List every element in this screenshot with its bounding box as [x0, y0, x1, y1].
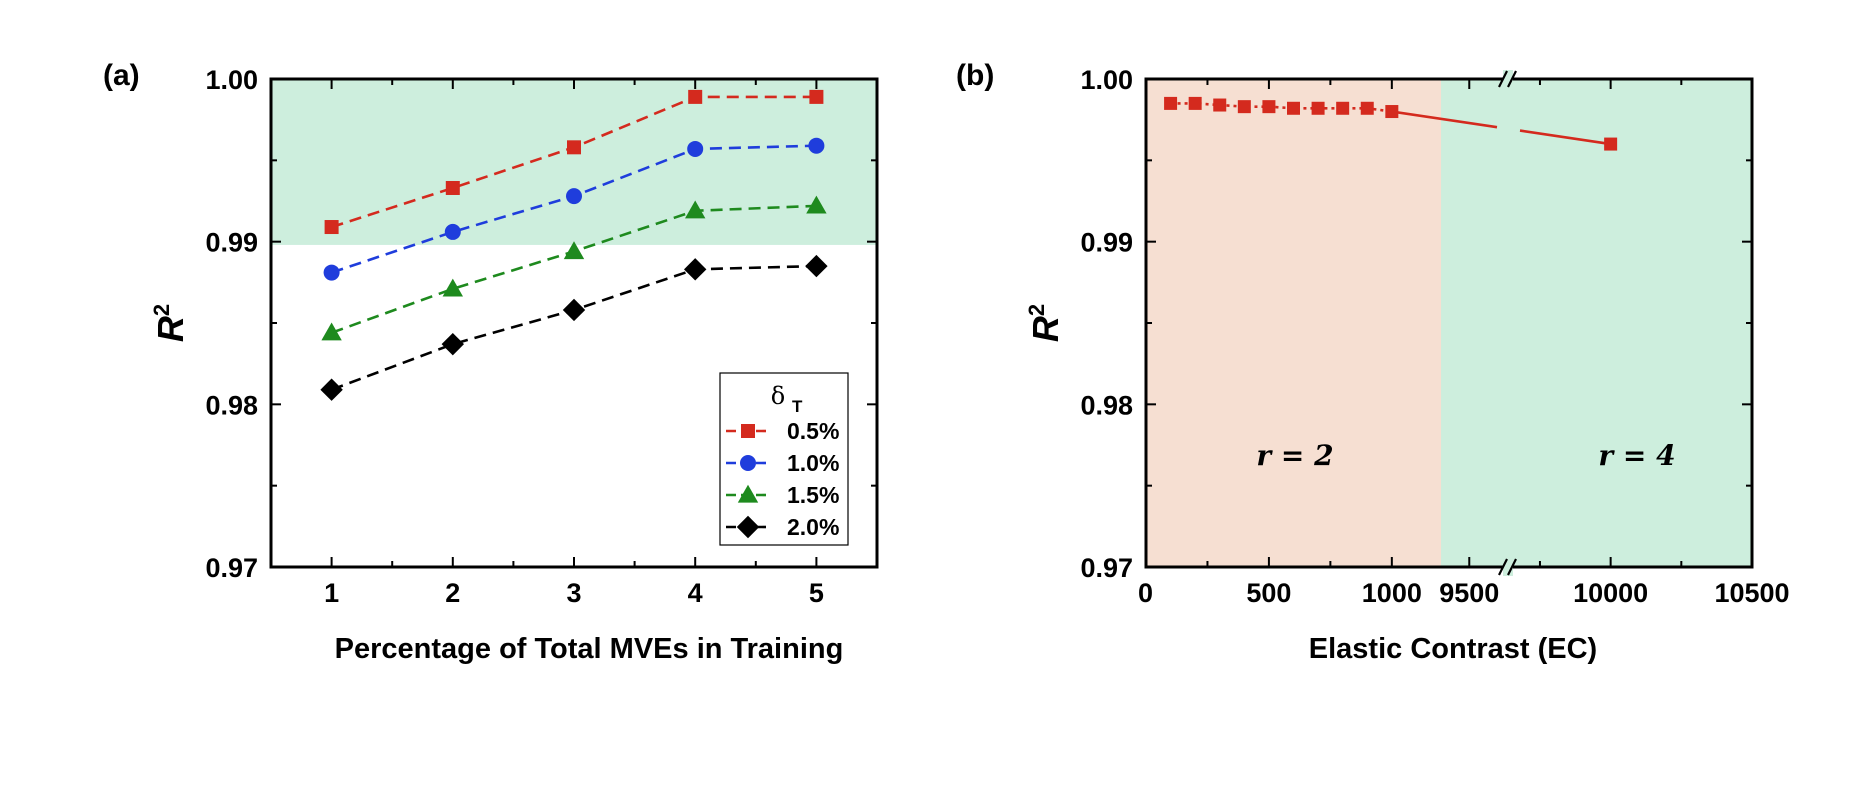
- panel-a-data-point: [324, 220, 339, 235]
- panel-b-x-tick-label: 500: [1246, 578, 1291, 608]
- panel-b-series-line: [1170, 102, 1393, 113]
- panel-a-data-point: [809, 89, 824, 104]
- panel-b-break-mark: [1498, 558, 1508, 576]
- panel-b-x-tick-label: 10000: [1573, 578, 1648, 608]
- panel-a-label: (a): [103, 59, 140, 92]
- panel-a-data-point: [567, 140, 581, 155]
- panel-a-data-point: [687, 140, 704, 157]
- panel-a-series-line: [331, 264, 817, 391]
- panel-b-x-tick-label: 1000: [1362, 578, 1422, 608]
- panel-a-legend-marker: [737, 484, 759, 503]
- panel-b-label: (b): [956, 59, 994, 92]
- panel-a-legend-marker: [736, 515, 760, 539]
- panel-b-data-point: [1262, 100, 1276, 114]
- panel-b-x-tick-label: 0: [1138, 578, 1153, 608]
- panel-b-y-tick-label: 0.97: [1080, 553, 1133, 583]
- panel-b-data-point: [1604, 137, 1618, 151]
- panel-b-break-mark: [1507, 558, 1517, 576]
- panel-a-legend-label: 0.5%: [787, 418, 839, 444]
- panel-a-data-point: [806, 195, 827, 214]
- panel-b-data-point: [1311, 101, 1325, 115]
- panel-b-y-tick-label: 0.99: [1080, 228, 1133, 258]
- panel-a-data-point: [445, 180, 460, 195]
- panel-a-data-point: [684, 258, 707, 281]
- panel-b-x-tick-label: 10500: [1714, 578, 1789, 608]
- panel-b-data-point: [1213, 98, 1227, 112]
- panel-a-legend-marker: [740, 455, 756, 471]
- panel-a-shaded-band: [271, 79, 877, 245]
- panel-a-data-point: [321, 322, 342, 341]
- panel-b-y-tick-label: 1.00: [1080, 65, 1133, 95]
- panel-a-data-point: [562, 298, 586, 322]
- panel-a-y-tick-label: 0.97: [205, 553, 258, 583]
- panel-a-data-point: [441, 332, 464, 356]
- panel-b-data-point: [1287, 101, 1300, 115]
- panel-b-data-point: [1385, 105, 1399, 119]
- panel-b-data-point: [1336, 101, 1350, 115]
- panel-a-x-tick-label: 3: [566, 578, 581, 608]
- panel-a-y-tick-label: 1.00: [205, 65, 258, 95]
- panel-a-data-point: [805, 254, 828, 278]
- panel-a-data-point: [563, 241, 585, 260]
- panel-a-data-point: [688, 89, 703, 104]
- panel-b-data-point: [1188, 96, 1202, 110]
- panel-b-break-mark: [1498, 70, 1508, 88]
- panel-a-legend-title: δ: [771, 382, 785, 410]
- panel-b-x-axis-title: Elastic Contrast (EC): [1309, 633, 1597, 665]
- panel-a-x-tick-label: 2: [445, 578, 460, 608]
- panel-a-data-point: [323, 264, 340, 281]
- panel-b-break-gap: [1503, 70, 1513, 88]
- panel-b-region-label-r2: r = 2: [1256, 439, 1333, 472]
- panel-a-legend-title-sub: T: [792, 397, 803, 416]
- panel-a-x-tick-label: 4: [688, 578, 703, 608]
- panel-b-region-r2: [1146, 79, 1441, 567]
- panel-b-data-point: [1164, 96, 1178, 110]
- panel-b-break-mark: [1507, 70, 1517, 88]
- panel-b-y-axis-title: R2: [1024, 304, 1066, 342]
- panel-a-legend-label: 2.0%: [787, 514, 839, 540]
- panel-b-y-tick-label: 0.98: [1080, 390, 1133, 420]
- panel-a-x-tick-label: 5: [809, 578, 824, 608]
- panel-b-series-line-break: [1391, 110, 1498, 129]
- panel-b-region-r4: [1441, 79, 1752, 567]
- panel-a-data-point: [566, 188, 582, 205]
- panel-a-y-tick-label: 0.98: [205, 390, 258, 420]
- panel-b-data-point: [1237, 100, 1251, 114]
- panel-a-legend-label: 1.0%: [787, 450, 839, 476]
- panel-a-x-axis-title: Percentage of Total MVEs in Training: [335, 633, 844, 665]
- panel-a-x-tick-label: 1: [324, 578, 339, 608]
- panel-a-y-tick-label: 0.99: [205, 228, 258, 258]
- panel-a-data-point: [442, 278, 463, 297]
- panel-b-break-gap: [1503, 558, 1513, 576]
- panel-a-y-axis-title: R2: [149, 304, 191, 342]
- panel-b-data-point: [1360, 101, 1374, 115]
- panel-b-series-line-break: [1519, 129, 1611, 146]
- panel-a-data-point: [444, 223, 461, 240]
- panel-a-data-point: [320, 378, 343, 401]
- panel-a-legend-marker: [741, 424, 755, 438]
- panel-a-data-point: [808, 137, 825, 154]
- panel-b-region-label-r4: r = 4: [1598, 439, 1675, 472]
- panel-b-x-tick-label: 9500: [1439, 578, 1499, 608]
- panel-a-legend-label: 1.5%: [787, 482, 839, 508]
- panel-a-data-point: [685, 200, 706, 219]
